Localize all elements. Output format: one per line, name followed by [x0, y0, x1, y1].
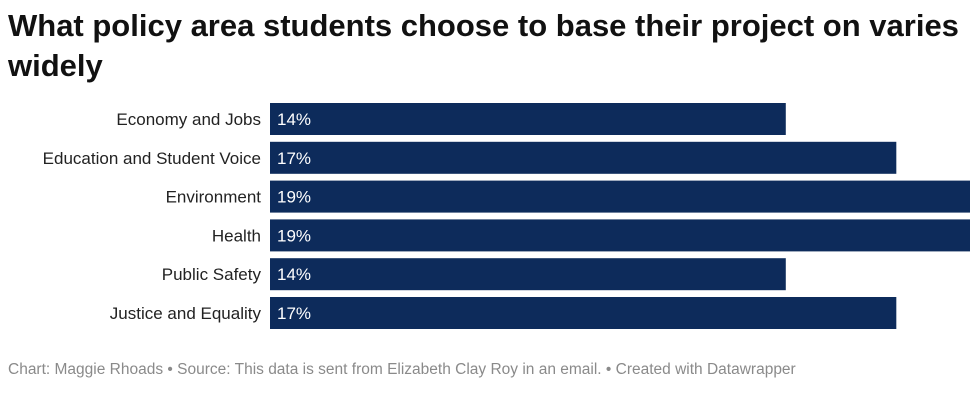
value-label: 19% — [277, 188, 311, 207]
footer-created-with: Created with Datawrapper — [615, 361, 796, 378]
bar — [270, 297, 897, 329]
bar — [270, 219, 970, 252]
value-label: 14% — [277, 265, 311, 284]
category-label: Health — [212, 226, 261, 245]
footer-author: Chart: Maggie Rhoads — [8, 361, 164, 378]
footer-separator: • — [167, 361, 173, 378]
bar — [270, 258, 786, 291]
bar — [270, 141, 897, 174]
value-label: 17% — [277, 304, 311, 323]
category-label: Public Safety — [162, 265, 262, 284]
footer-separator: • — [605, 361, 612, 378]
chart-footer: Chart: Maggie Rhoads • Source: This data… — [8, 361, 796, 379]
bar — [270, 103, 786, 135]
chart-title: What policy area students choose to base… — [8, 8, 959, 83]
category-label: Economy and Jobs — [116, 110, 261, 129]
category-label: Justice and Equality — [110, 304, 262, 323]
value-label: 17% — [277, 149, 311, 168]
bar — [270, 180, 970, 213]
footer-source: Source: This data is sent from Elizabeth… — [177, 361, 602, 378]
value-label: 19% — [277, 226, 311, 245]
category-label: Environment — [166, 188, 262, 207]
bar-chart: Economy and Jobs 14% Education and Student… — [43, 103, 970, 329]
category-label: Education and Student Voice — [43, 149, 261, 168]
value-label: 14% — [277, 110, 311, 129]
